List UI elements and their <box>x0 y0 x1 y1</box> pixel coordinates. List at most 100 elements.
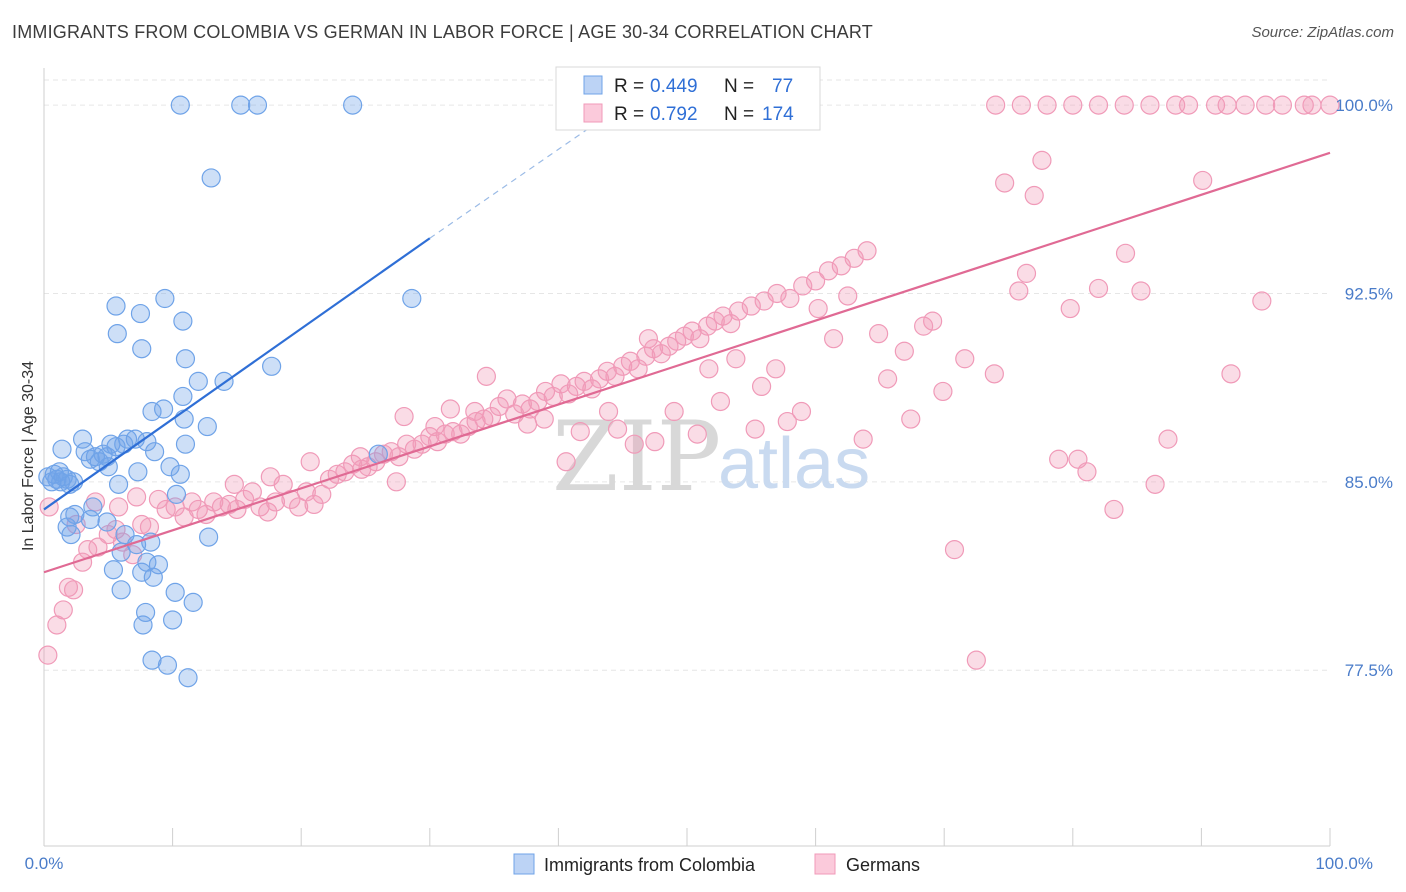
colombia-point <box>343 95 363 115</box>
germans-point <box>598 401 619 422</box>
colombia-point <box>188 371 208 391</box>
colombia-point <box>201 168 221 188</box>
watermark-zip: ZIP <box>552 401 721 513</box>
germans-point <box>343 454 363 474</box>
germans-point <box>1217 95 1237 115</box>
germans-point <box>1235 95 1255 115</box>
colombia-point <box>133 615 153 635</box>
watermark-atlas: atlas <box>718 424 870 504</box>
colombia-point <box>170 464 190 484</box>
germans-point <box>645 432 665 452</box>
germans-point <box>520 399 540 419</box>
germans-point <box>818 261 839 281</box>
colombia-point <box>130 303 151 324</box>
germans-point <box>281 489 301 510</box>
germans-point <box>869 324 889 344</box>
colombia-point <box>61 524 81 545</box>
germans-point <box>1131 281 1151 301</box>
germans-point <box>1032 150 1052 170</box>
colombia-point <box>132 562 152 582</box>
germans-point <box>517 414 538 434</box>
legend-swatch-blue <box>583 75 603 95</box>
germans-point <box>793 276 813 296</box>
germans-trendline <box>43 151 1331 574</box>
germans-point <box>489 396 509 417</box>
germans-point <box>894 341 914 361</box>
colombia-points <box>38 95 422 688</box>
colombia-point <box>80 509 100 530</box>
legend-n-value-1: 77 <box>772 76 793 97</box>
germans-point <box>574 371 594 391</box>
germans-point <box>805 271 826 291</box>
legend-n-label-2: N = <box>724 104 754 125</box>
colombia-point <box>247 95 268 115</box>
germans-point <box>780 288 800 309</box>
germans-point <box>933 381 953 402</box>
germans-point <box>777 411 797 432</box>
germans-point <box>304 494 324 515</box>
colombia-point <box>52 439 72 459</box>
germans-point <box>85 492 106 512</box>
germans-point <box>751 376 772 396</box>
germans-point <box>986 95 1006 115</box>
germans-point <box>300 452 320 472</box>
germans-point <box>1221 364 1241 384</box>
y-axis-tick-labels: 77.5% 85.0% 92.5% 100.0% <box>1335 96 1393 680</box>
germans-point <box>1115 243 1136 263</box>
germans-point <box>1088 95 1109 115</box>
colombia-point <box>174 409 194 429</box>
germans-point <box>58 577 79 597</box>
x-axis-ticks <box>43 828 1331 846</box>
germans-point <box>728 301 749 321</box>
colombia-point <box>157 655 178 675</box>
y-axis-label: In Labor Force | Age 30-34 <box>20 361 37 551</box>
germans-point <box>699 359 719 379</box>
germans-point <box>1088 278 1109 299</box>
germans-point <box>108 497 129 517</box>
germans-point <box>1256 95 1276 115</box>
colombia-point <box>141 532 161 552</box>
germans-point <box>878 369 898 389</box>
germans-point <box>726 349 746 369</box>
germans-point <box>1140 95 1160 115</box>
germans-point <box>1016 263 1037 283</box>
colombia-point <box>402 288 422 309</box>
germans-point <box>713 306 733 326</box>
legend-n-label-1: N = <box>724 76 754 97</box>
germans-point <box>126 487 147 507</box>
colombia-point <box>148 555 169 575</box>
germans-point <box>559 384 579 404</box>
colombia-point <box>199 527 219 547</box>
germans-point <box>824 329 844 349</box>
colombia-point <box>183 592 203 612</box>
colombia-point <box>175 434 196 454</box>
germans-point <box>664 401 684 422</box>
germans-point <box>211 497 232 517</box>
colombia-point <box>178 668 198 688</box>
germans-point <box>1252 291 1272 311</box>
germans-point <box>923 311 943 331</box>
colombia-point <box>97 512 117 532</box>
x-tick-label-min: 0.0% <box>25 854 64 873</box>
germans-point <box>687 424 707 444</box>
legend-swatch-colombia <box>513 853 535 875</box>
germans-point <box>435 424 455 444</box>
germans-point <box>182 492 202 512</box>
germans-point <box>857 241 877 261</box>
germans-point <box>1009 281 1029 301</box>
germans-point <box>1205 95 1226 115</box>
germans-point <box>682 321 702 341</box>
colombia-point <box>170 95 190 115</box>
germans-point <box>505 404 525 424</box>
germans-point <box>741 296 761 316</box>
colombia-point <box>153 399 174 419</box>
y-tick-label: 92.5% <box>1345 284 1393 303</box>
germans-point <box>88 537 108 557</box>
stats-legend: R = 0.449 N = 77 R = 0.792 N = 174 <box>555 66 821 131</box>
germans-points <box>38 95 1340 670</box>
germans-point <box>766 359 786 379</box>
colombia-point <box>142 401 162 422</box>
y-tick-label: 77.5% <box>1345 661 1393 680</box>
germans-point <box>853 429 873 449</box>
